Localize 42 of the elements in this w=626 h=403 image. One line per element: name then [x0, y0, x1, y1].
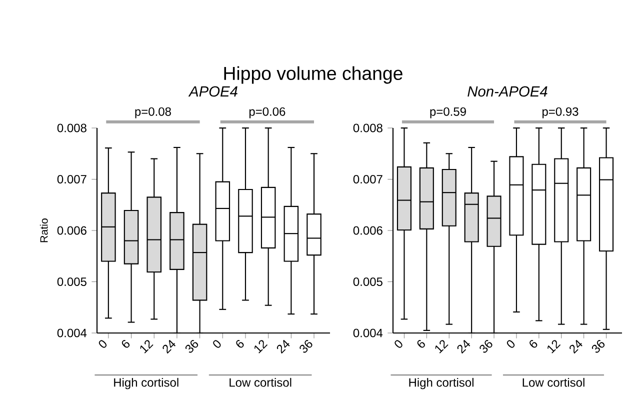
- y-tick-label: 0.006: [57, 226, 86, 235]
- chart-title: Hippo volume change: [224, 66, 402, 84]
- x-tick-label: 12: [547, 340, 561, 354]
- chart-subtitle: Non-APOE4: [468, 86, 548, 97]
- y-tick-label: 0.005: [353, 277, 382, 286]
- y-tick-label: 0.005: [57, 277, 86, 286]
- y-tick-label: 0.007: [353, 174, 382, 184]
- text: High cortisol: [114, 378, 178, 390]
- text: Low cortisol: [522, 378, 584, 387]
- y-tick-label: 0.004: [57, 328, 87, 338]
- x-tick-label: 6: [417, 340, 425, 348]
- x-tick-label: 6: [236, 340, 244, 348]
- x-tick-label: 6: [122, 340, 130, 348]
- x-tick-label: 0: [394, 340, 402, 348]
- x-tick-label: 0: [213, 340, 221, 348]
- x-tick-label: 24: [570, 340, 582, 354]
- y-tick-label: 0.008: [57, 124, 86, 132]
- text: p=0.59: [430, 107, 466, 118]
- text: p=0.08: [135, 107, 171, 118]
- x-tick-label: 12: [254, 340, 268, 354]
- x-tick-label: 24: [457, 340, 470, 354]
- y-tick-label: 0.006: [353, 226, 382, 235]
- x-tick-label: 36: [185, 340, 198, 353]
- text: High cortisol: [409, 378, 474, 390]
- x-tick-label: 0: [506, 340, 515, 348]
- x-tick-label: 36: [300, 340, 312, 353]
- x-tick-label: 36: [592, 340, 605, 353]
- x-tick-label: 12: [140, 340, 154, 354]
- chart-subtitle: APOE4: [188, 86, 238, 97]
- x-tick-label: 6: [530, 340, 538, 348]
- text: p=0.93: [542, 107, 578, 118]
- y-tick-label: 0.004: [353, 328, 383, 338]
- text: p=0.06: [249, 107, 286, 118]
- text: Low cortisol: [230, 378, 292, 387]
- x-tick-label: 24: [276, 340, 290, 354]
- y-tick-label: 0.007: [57, 174, 86, 184]
- x-tick-label: 36: [480, 340, 492, 353]
- x-tick-label: 12: [435, 340, 448, 354]
- y-axis-title: Ratio: [40, 218, 48, 242]
- x-tick-label: 24: [162, 340, 176, 354]
- y-tick-label: 0.008: [353, 124, 382, 132]
- x-tick-label: 0: [98, 340, 107, 348]
